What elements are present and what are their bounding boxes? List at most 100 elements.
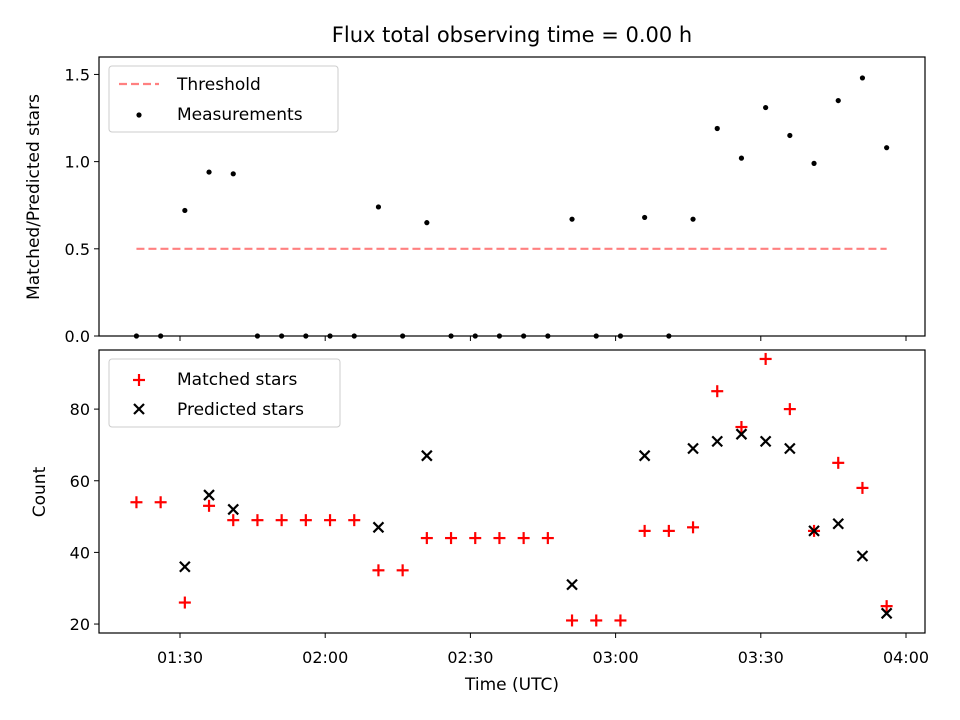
x-tick-label: 03:00 bbox=[593, 648, 639, 667]
legend-predicted-label: Predicted stars bbox=[177, 400, 304, 420]
measurement-point bbox=[327, 333, 333, 339]
matched-star-point bbox=[735, 421, 748, 434]
measurement-point bbox=[472, 333, 478, 339]
matched-star-point bbox=[662, 524, 675, 537]
matched-star-point bbox=[420, 532, 433, 545]
ratio-y-tick-label: 1.5 bbox=[65, 65, 90, 84]
predicted-star-point bbox=[421, 449, 433, 462]
count-legend-box bbox=[108, 358, 341, 428]
matched-star-point bbox=[759, 352, 772, 365]
predicted-star-point bbox=[832, 517, 845, 530]
matched-star-point bbox=[687, 521, 700, 534]
count-y-tick-label: 60 bbox=[70, 472, 90, 491]
measurement-point bbox=[666, 333, 672, 339]
x-tick-label: 02:30 bbox=[447, 648, 493, 667]
ratio-y-tick-label: 0.5 bbox=[65, 240, 90, 259]
matched-star-point bbox=[832, 456, 845, 469]
predicted-star-point bbox=[227, 503, 240, 516]
measurement-point bbox=[521, 333, 527, 339]
count-plot-area bbox=[98, 349, 926, 634]
matched-star-point bbox=[227, 514, 240, 527]
matched-star-point bbox=[469, 532, 482, 545]
matched-star-point bbox=[275, 514, 288, 527]
matched-star-point bbox=[178, 596, 191, 609]
predicted-star-point bbox=[566, 578, 578, 591]
matched-star-point bbox=[130, 496, 143, 509]
ratio-y-tick-label: 0.0 bbox=[65, 327, 90, 346]
measurement-point bbox=[811, 160, 817, 166]
measurement-point bbox=[835, 97, 841, 104]
measurement-point bbox=[448, 333, 454, 339]
figure-title: Flux total observing time = 0.00 h bbox=[332, 23, 692, 47]
matched-star-point bbox=[493, 532, 506, 545]
matched-star-point bbox=[783, 403, 796, 416]
legend-measurements-swatch bbox=[136, 112, 142, 118]
predicted-star-point bbox=[784, 442, 796, 455]
count-y-tick-label: 40 bbox=[70, 543, 90, 562]
measurement-point bbox=[545, 333, 551, 339]
matched-star-point bbox=[590, 614, 603, 627]
measurement-point bbox=[230, 171, 236, 177]
measurement-point bbox=[884, 145, 890, 151]
matched-star-point bbox=[566, 614, 579, 627]
matched-star-point bbox=[517, 532, 530, 545]
measurement-point bbox=[593, 333, 599, 339]
matched-star-point bbox=[324, 514, 337, 527]
measurement-point bbox=[206, 169, 212, 175]
ratio-y-axis-label: Matched/Predicted stars bbox=[24, 94, 44, 300]
measurement-point bbox=[642, 214, 648, 221]
measurement-point bbox=[617, 333, 624, 339]
measurement-point bbox=[424, 220, 430, 226]
measurement-point bbox=[400, 333, 406, 339]
x-tick-label: 03:30 bbox=[738, 648, 784, 667]
predicted-star-point bbox=[880, 607, 893, 620]
matched-star-point bbox=[396, 564, 409, 577]
count-y-tick-label: 80 bbox=[70, 400, 90, 419]
measurement-point bbox=[690, 216, 696, 222]
matched-star-point bbox=[614, 614, 627, 627]
predicted-star-point bbox=[638, 449, 651, 462]
measurement-point bbox=[569, 216, 575, 222]
ratio-legend: Threshold Measurements bbox=[108, 65, 339, 133]
ratio-y-tick-label: 1.0 bbox=[65, 153, 90, 172]
measurement-point bbox=[303, 333, 309, 339]
count-y-tick-label: 20 bbox=[70, 615, 90, 634]
measurement-point bbox=[859, 75, 866, 81]
predicted-star-point bbox=[759, 435, 772, 448]
x-tick-label: 02:00 bbox=[302, 648, 348, 667]
matched-star-point bbox=[348, 514, 361, 527]
predicted-star-point bbox=[735, 428, 748, 440]
measurement-point bbox=[738, 155, 745, 161]
legend-predicted-swatch bbox=[133, 403, 145, 415]
measurement-point bbox=[351, 333, 357, 339]
count-legend: Matched stars Predicted stars bbox=[108, 358, 341, 428]
matched-star-point bbox=[880, 600, 893, 613]
matched-star-point bbox=[251, 514, 264, 527]
predicted-star-point bbox=[856, 550, 869, 562]
measurement-point bbox=[254, 333, 261, 339]
predicted-star-point bbox=[808, 525, 820, 537]
matched-star-point bbox=[638, 524, 651, 537]
x-tick-label: 04:00 bbox=[883, 648, 929, 667]
measurement-point bbox=[714, 125, 720, 132]
matched-star-point bbox=[372, 564, 385, 577]
measurement-point bbox=[182, 207, 188, 214]
predicted-star-point bbox=[372, 521, 385, 534]
ratio-panel: 0.0 0.5 1.0 1.5 Matched/Predicted stars Thr… bbox=[24, 56, 926, 346]
measurement-point bbox=[375, 204, 382, 210]
matched-star-point bbox=[203, 499, 216, 512]
measurement-point bbox=[158, 333, 164, 339]
predicted-star-point bbox=[203, 489, 215, 501]
x-tick-label: 01:30 bbox=[157, 648, 203, 667]
measurement-point bbox=[496, 333, 503, 339]
predicted-star-point bbox=[179, 560, 191, 573]
predicted-star-point bbox=[687, 442, 699, 455]
ratio-plot-area bbox=[98, 56, 926, 337]
matched-star-point bbox=[299, 514, 312, 527]
predicted-star-point bbox=[711, 435, 724, 448]
matched-star-point bbox=[711, 385, 724, 398]
matched-star-point bbox=[445, 532, 458, 545]
measurement-point bbox=[763, 104, 769, 111]
